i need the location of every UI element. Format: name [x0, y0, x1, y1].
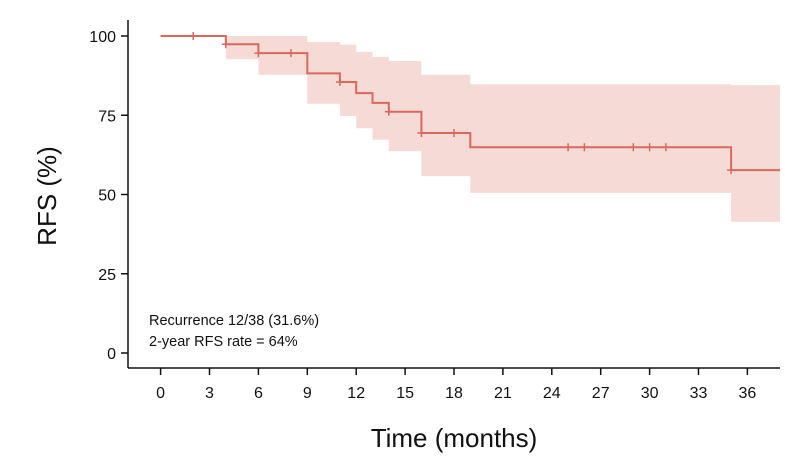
censor-mark: [335, 77, 344, 86]
x-tick-label: 18: [445, 385, 463, 402]
censor-mark: [727, 166, 736, 175]
x-tick-label: 30: [641, 385, 659, 402]
y-tick-label: 100: [89, 29, 116, 46]
x-axis-title: Time (months): [371, 423, 538, 453]
x-tick-label: 6: [254, 385, 263, 402]
x-tick-label: 15: [396, 385, 414, 402]
censor-mark: [580, 143, 589, 152]
censor-mark: [384, 107, 393, 116]
y-ticks: 0 25 50 75 100: [89, 29, 128, 363]
annotation-rfs-rate: 2-year RFS rate = 64%: [149, 334, 298, 350]
confidence-band: [160, 36, 781, 222]
x-tick-label: 27: [592, 385, 610, 402]
annotation-recurrence: Recurrence 12/38 (31.6%): [149, 313, 319, 329]
x-tick-label: 12: [347, 385, 365, 402]
x-tick-label: 33: [690, 385, 708, 402]
censor-mark: [254, 49, 263, 58]
censor-mark: [189, 32, 198, 40]
y-axis-title: RFS (%): [32, 146, 62, 246]
censor-mark: [661, 143, 670, 152]
y-tick-label: 50: [98, 188, 116, 205]
x-tick-label: 9: [303, 385, 312, 402]
x-tick-label: 3: [205, 385, 214, 402]
x-tick-label: 21: [494, 385, 512, 402]
censor-mark: [287, 49, 295, 58]
x-ticks: 0 3 6 9 12 15 18 21 24 27 30 33 36: [156, 368, 756, 402]
censor-marks: [189, 32, 736, 175]
x-tick-label: 36: [739, 385, 757, 402]
x-tick-label: 24: [543, 385, 561, 402]
censor-mark: [629, 143, 638, 152]
y-tick-label: 25: [98, 267, 116, 284]
censor-mark: [564, 143, 573, 152]
censor-mark: [417, 129, 426, 138]
censor-mark: [450, 129, 458, 138]
censor-mark: [645, 143, 654, 152]
y-tick-label: 75: [98, 108, 116, 125]
y-tick-label: 0: [107, 346, 116, 363]
x-tick-label: 0: [156, 385, 165, 402]
survival-curve: [160, 35, 780, 172]
censor-mark: [221, 40, 230, 49]
